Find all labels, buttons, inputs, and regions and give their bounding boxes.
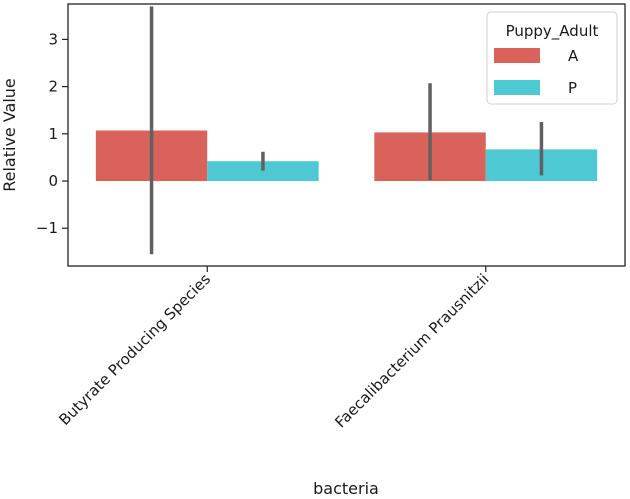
legend-swatch-a [494, 48, 540, 63]
x-tick-label-faecalibacterium-prausnitzii: Faecalibacterium Prausnitzii [331, 270, 492, 431]
y-tick-label-3: 0 [48, 172, 58, 190]
y-tick-label-0: 3 [48, 30, 58, 48]
y-axis: 3 2 1 0 −1 [36, 30, 68, 237]
bar-p-butyrate-producing-species [207, 161, 319, 182]
y-axis-label: Relative Value [0, 78, 19, 192]
legend: Puppy_Adult A P [486, 11, 618, 105]
error-bars-layer [149, 6, 544, 255]
y-tick-label-2: 1 [48, 125, 58, 143]
y-tick-label-4: −1 [36, 219, 58, 237]
x-tick-label-butyrate-producing-species: Butyrate Producing Species [55, 270, 214, 429]
y-tick-label-1: 2 [48, 78, 58, 96]
bars-layer [95, 130, 598, 182]
legend-swatch-p [494, 80, 540, 95]
x-axis: Butyrate Producing Species Faecalibacteri… [55, 266, 493, 431]
legend-label-p: P [568, 79, 577, 97]
legend-label-a: A [568, 47, 579, 65]
legend-title: Puppy_Adult [506, 22, 599, 41]
x-axis-label: bacteria [313, 479, 379, 498]
axes-frame [67, 3, 626, 267]
